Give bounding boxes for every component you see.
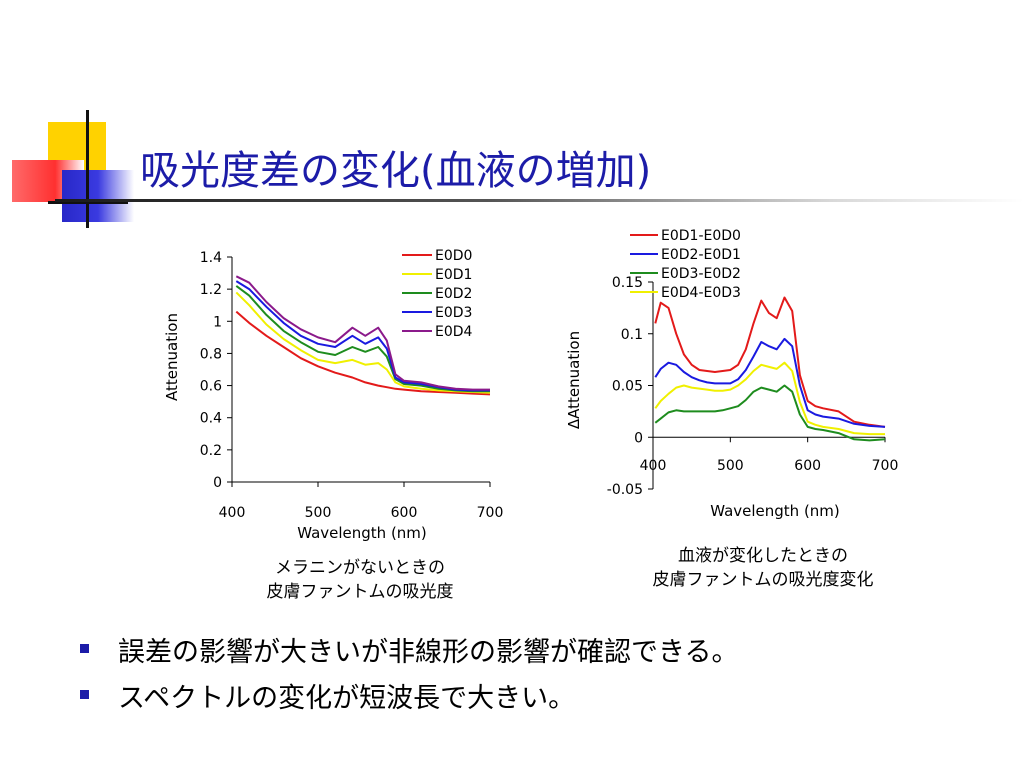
decor-blue-square	[62, 170, 134, 222]
series-line-e0d2-e0d1	[654, 337, 886, 428]
x-tick-label: 700	[872, 458, 899, 474]
y-tick-label: 0.4	[200, 411, 222, 427]
legend-label: E0D3-E0D2	[661, 266, 741, 282]
caption-right-line2: 皮膚ファントムの吸光度変化	[652, 570, 874, 590]
chart-attenuation: 0 0.2 0.4 0.6 0.8 1 1.2 1.4 400 500 600 700 E0D0 E0D…	[163, 248, 504, 542]
square-bullet-icon	[80, 690, 89, 699]
series-line-e0d3-e0d2	[654, 384, 886, 442]
y-tick-label: -0.05	[607, 482, 643, 498]
x-tick-label: 400	[219, 505, 246, 521]
x-tick-label: 600	[794, 458, 821, 474]
y-tick-label: 0	[634, 430, 643, 446]
caption-left: メラニンがないときの 皮膚ファントムの吸光度	[240, 556, 480, 604]
bullet-text: スペクトルの変化が短波長で大きい。	[118, 683, 576, 714]
y-axis-label: Attenuation	[163, 313, 181, 401]
caption-right: 血液が変化したときの 皮膚ファントムの吸光度変化	[618, 544, 908, 592]
legend-label: E0D4-E0D3	[661, 285, 741, 301]
decor-horizontal-line	[48, 201, 128, 204]
y-tick-label: 0.8	[200, 346, 222, 362]
series-line-e0d4-e0d3	[654, 361, 885, 436]
slide-title: 吸光度差の変化(血液の増加)	[140, 148, 652, 194]
legend-label: E0D1	[435, 267, 472, 283]
x-tick-label: 500	[717, 458, 744, 474]
decor-vertical-line	[86, 110, 89, 228]
caption-right-line1: 血液が変化したときの	[678, 546, 848, 566]
bullet-text: 誤差の影響が大きいが非線形の影響が確認できる。	[118, 637, 739, 668]
series-line-e0d1-e0d0	[654, 296, 886, 428]
title-underline	[55, 199, 1024, 202]
legend-label: E0D2-E0D1	[661, 247, 741, 263]
legend-label: E0D0	[435, 248, 472, 264]
y-tick-label: 1	[213, 314, 222, 330]
legend-label: E0D1-E0D0	[661, 228, 741, 244]
y-tick-label: 0	[213, 475, 222, 491]
y-tick-label: 1.4	[200, 250, 222, 266]
legend-label: E0D3	[435, 305, 472, 321]
y-tick-label: 0.2	[200, 443, 222, 459]
y-tick-label: 0.1	[621, 327, 643, 343]
y-tick-label: 0.05	[612, 379, 643, 395]
x-tick-label: 600	[391, 505, 418, 521]
x-tick-label: 400	[640, 458, 667, 474]
legend-label: E0D2	[435, 286, 472, 302]
y-tick-label: 0.6	[200, 379, 222, 395]
caption-left-line1: メラニンがないときの	[275, 558, 445, 578]
y-axis-label: ΔAttenuation	[565, 331, 583, 429]
x-tick-label: 700	[477, 505, 504, 521]
square-bullet-icon	[80, 644, 89, 653]
legend-label: E0D4	[435, 324, 473, 340]
caption-left-line2: 皮膚ファントムの吸光度	[266, 582, 454, 602]
series-line-e0d2	[235, 285, 490, 393]
y-tick-label: 1.2	[200, 282, 222, 298]
chart-delta-attenuation: -0.05 0 0.05 0.1 0.15 400 500 600 700 E0D1-E0D0 E…	[565, 228, 899, 520]
series-line-e0d4	[235, 275, 490, 391]
x-axis-label: Wavelength (nm)	[297, 524, 427, 542]
x-axis-label: Wavelength (nm)	[710, 502, 840, 520]
x-tick-label: 500	[305, 505, 332, 521]
series-line-e0d0	[235, 310, 491, 396]
y-tick-label: 0.15	[612, 275, 643, 291]
series-line-e0d1	[235, 291, 491, 394]
